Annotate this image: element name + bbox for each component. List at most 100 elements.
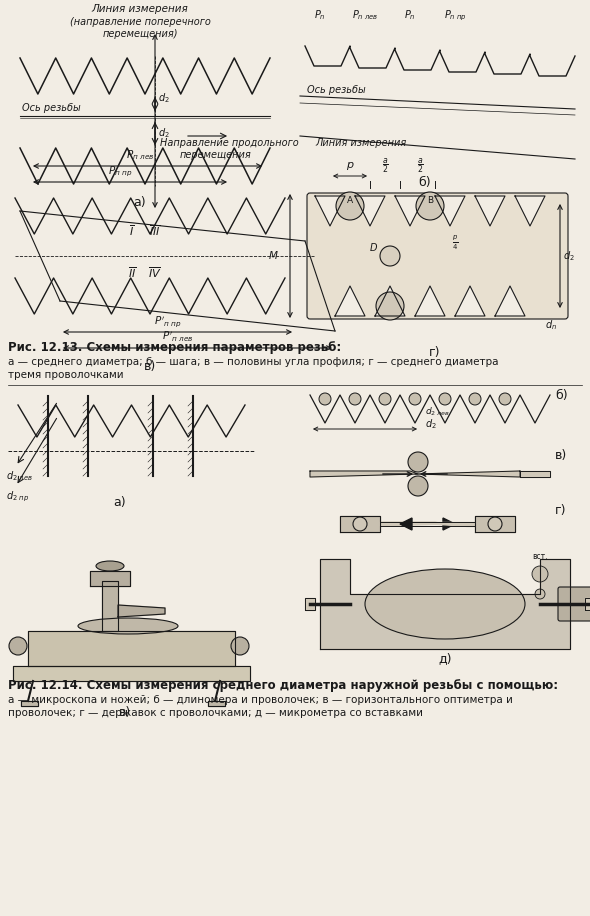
Text: $d_2$: $d_2$	[425, 417, 437, 431]
Text: $P_n$: $P_n$	[404, 8, 416, 22]
Text: $d_2$: $d_2$	[158, 91, 170, 104]
Text: $\overline{IV}$: $\overline{IV}$	[148, 266, 162, 280]
Circle shape	[9, 637, 27, 655]
Polygon shape	[102, 581, 118, 631]
Text: г): г)	[555, 504, 566, 517]
Text: проволочек; г — державок с проволочками; д — микрометра со вставками: проволочек; г — державок с проволочками;…	[8, 708, 423, 718]
Text: $\frac{a}{2}$: $\frac{a}{2}$	[382, 156, 388, 175]
Polygon shape	[443, 518, 455, 530]
FancyBboxPatch shape	[307, 193, 568, 319]
Text: г): г)	[430, 346, 441, 359]
Text: D: D	[370, 243, 378, 253]
Polygon shape	[455, 286, 485, 316]
Text: $P_{n\ лев}$: $P_{n\ лев}$	[352, 8, 378, 22]
Polygon shape	[520, 471, 550, 477]
Polygon shape	[305, 598, 315, 610]
Text: $d_2$: $d_2$	[158, 126, 170, 140]
Text: B: B	[427, 196, 433, 205]
Text: $p$: $p$	[346, 160, 354, 172]
Text: а): а)	[114, 496, 126, 509]
Polygon shape	[380, 522, 443, 526]
Text: (направление поперечного: (направление поперечного	[70, 17, 211, 27]
Polygon shape	[21, 701, 38, 706]
Polygon shape	[28, 631, 235, 666]
Text: Рис. 12.14. Схемы измерения среднего диаметра наружной резьбы с помощью:: Рис. 12.14. Схемы измерения среднего диа…	[8, 679, 558, 692]
Polygon shape	[400, 518, 412, 530]
Text: $d_n$: $d_n$	[545, 318, 557, 332]
Text: $P_{n\ пр}$: $P_{n\ пр}$	[444, 8, 467, 23]
Text: перемещения): перемещения)	[102, 29, 178, 39]
Polygon shape	[340, 516, 380, 532]
Text: $P'_{п\ лев}$: $P'_{п\ лев}$	[162, 330, 194, 344]
Circle shape	[469, 393, 481, 405]
Text: $\frac{p}{4}$: $\frac{p}{4}$	[452, 234, 458, 252]
Text: вст.: вст.	[532, 552, 548, 561]
Circle shape	[439, 393, 451, 405]
Circle shape	[353, 517, 367, 531]
Polygon shape	[208, 701, 225, 706]
Circle shape	[349, 393, 361, 405]
Text: $\overline{I}$: $\overline{I}$	[129, 224, 135, 238]
Polygon shape	[13, 666, 250, 681]
Circle shape	[376, 292, 404, 320]
Text: $d_{2\ лев}$: $d_{2\ лев}$	[425, 405, 450, 418]
Text: $P_{п\ пр}$: $P_{п\ пр}$	[108, 164, 132, 179]
Polygon shape	[515, 196, 545, 226]
Circle shape	[499, 393, 511, 405]
Polygon shape	[355, 196, 385, 226]
Text: Линия измерения: Линия измерения	[315, 138, 407, 148]
Circle shape	[319, 393, 331, 405]
Polygon shape	[395, 196, 425, 226]
Polygon shape	[475, 516, 515, 532]
Text: д): д)	[438, 652, 452, 665]
Text: $P'_{п\ пр}$: $P'_{п\ пр}$	[154, 314, 181, 329]
Circle shape	[409, 393, 421, 405]
Text: $P_n$: $P_n$	[314, 8, 326, 22]
Text: б): б)	[555, 389, 568, 402]
Circle shape	[532, 566, 548, 582]
Ellipse shape	[96, 561, 124, 571]
Text: в): в)	[555, 449, 567, 462]
Text: $d_2$: $d_2$	[563, 249, 575, 263]
Text: Направление продольного: Направление продольного	[160, 138, 299, 148]
Polygon shape	[90, 571, 130, 586]
Text: в): в)	[144, 360, 156, 373]
Text: Ось резьбы: Ось резьбы	[22, 103, 81, 113]
Polygon shape	[320, 559, 570, 649]
Text: $d_{2\ пр}$: $d_{2\ пр}$	[6, 489, 29, 504]
Ellipse shape	[78, 618, 178, 634]
Text: тремя проволочками: тремя проволочками	[8, 370, 124, 380]
Polygon shape	[375, 286, 405, 316]
Text: перемещения: перемещения	[180, 150, 252, 160]
Text: а): а)	[134, 196, 146, 209]
Text: в): в)	[119, 706, 131, 719]
Circle shape	[408, 476, 428, 496]
Text: $d_{2\ лев}$: $d_{2\ лев}$	[6, 469, 33, 483]
Ellipse shape	[365, 569, 525, 639]
Polygon shape	[435, 196, 465, 226]
Text: Линия измерения: Линия измерения	[91, 4, 188, 14]
Polygon shape	[315, 196, 345, 226]
Text: $P_{п\ лев}$: $P_{п\ лев}$	[126, 148, 154, 162]
Polygon shape	[585, 598, 590, 610]
Polygon shape	[310, 471, 418, 477]
Circle shape	[380, 246, 400, 266]
Text: $\overline{III}$: $\overline{III}$	[149, 224, 161, 238]
Text: Ось резьбы: Ось резьбы	[307, 85, 366, 95]
Text: б): б)	[419, 176, 431, 189]
Circle shape	[231, 637, 249, 655]
Text: Рис. 12.13. Схемы измерения параметров резьб:: Рис. 12.13. Схемы измерения параметров р…	[8, 341, 341, 354]
Text: $\frac{a}{2}$: $\frac{a}{2}$	[417, 156, 424, 175]
Circle shape	[408, 452, 428, 472]
Circle shape	[488, 517, 502, 531]
Text: а — микроскопа и ножей; б — длиномера и проволочек; в — горизонтального оптиметр: а — микроскопа и ножей; б — длиномера и …	[8, 695, 513, 705]
Text: а — среднего диаметра; б — шага; в — половины угла профиля; г — среднего диаметр: а — среднего диаметра; б — шага; в — пол…	[8, 357, 499, 367]
Text: M: M	[269, 251, 278, 261]
Text: $\overline{II}$: $\overline{II}$	[127, 266, 136, 280]
FancyBboxPatch shape	[558, 587, 590, 621]
Polygon shape	[475, 196, 505, 226]
Circle shape	[379, 393, 391, 405]
Circle shape	[416, 192, 444, 220]
Circle shape	[336, 192, 364, 220]
Polygon shape	[495, 286, 525, 316]
